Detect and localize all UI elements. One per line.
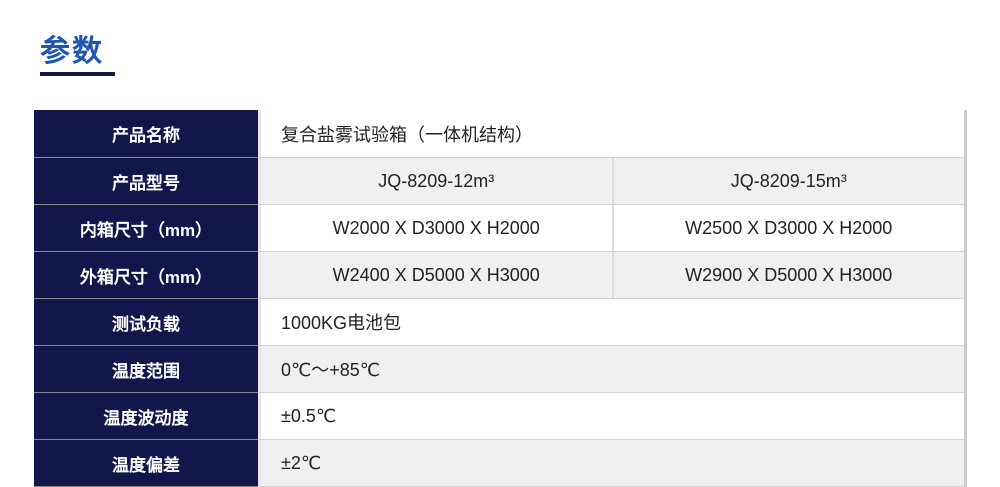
row-value: 0℃～+85℃	[261, 346, 964, 392]
table-row: 内箱尺寸（mm） W2000 X D3000 X H2000 W2500 X D30…	[34, 205, 964, 252]
row-value: JQ-8209-12m³	[261, 158, 612, 204]
row-label: 内箱尺寸（mm）	[34, 205, 258, 252]
row-label: 产品型号	[34, 158, 258, 205]
column-divider	[258, 205, 261, 251]
row-label: 外箱尺寸（mm）	[34, 252, 258, 299]
row-value: ±2℃	[261, 440, 964, 486]
column-divider	[258, 346, 261, 392]
row-value: 1000KG电池包	[261, 299, 964, 345]
column-divider	[258, 158, 261, 204]
row-label: 产品名称	[34, 110, 258, 158]
table-row: 温度范围 0℃～+85℃	[34, 346, 964, 393]
table-row: 测试负载 1000KG电池包	[34, 299, 964, 346]
row-label: 测试负载	[34, 299, 258, 346]
row-value: JQ-8209-15m³	[611, 158, 964, 204]
column-divider	[258, 299, 261, 345]
row-label: 温度偏差	[34, 440, 258, 487]
table-row: 外箱尺寸（mm） W2400 X D5000 X H3000 W2900 X D50…	[34, 252, 964, 299]
table-row: 产品型号 JQ-8209-12m³ JQ-8209-15m³	[34, 158, 964, 205]
table-row: 温度波动度 ±0.5℃	[34, 393, 964, 440]
row-value: 复合盐雾试验箱（一体机结构）	[261, 110, 964, 157]
row-value: W2500 X D3000 X H2000	[611, 205, 964, 251]
table-row: 产品名称 复合盐雾试验箱（一体机结构）	[34, 110, 964, 158]
column-divider	[258, 110, 261, 157]
column-divider	[258, 393, 261, 439]
spec-table: 产品名称 复合盐雾试验箱（一体机结构） 产品型号 JQ-8209-12m³ JQ-820…	[34, 110, 967, 487]
row-label: 温度波动度	[34, 393, 258, 440]
section-title: 参数	[40, 35, 104, 68]
row-value: W2400 X D5000 X H3000	[261, 252, 612, 298]
row-value: ±0.5℃	[261, 393, 964, 439]
row-label: 温度范围	[34, 346, 258, 393]
row-value: W2000 X D3000 X H2000	[261, 205, 612, 251]
title-underline	[40, 72, 115, 76]
table-row: 温度偏差 ±2℃	[34, 440, 964, 487]
column-divider	[258, 252, 261, 298]
row-value: W2900 X D5000 X H3000	[611, 252, 964, 298]
